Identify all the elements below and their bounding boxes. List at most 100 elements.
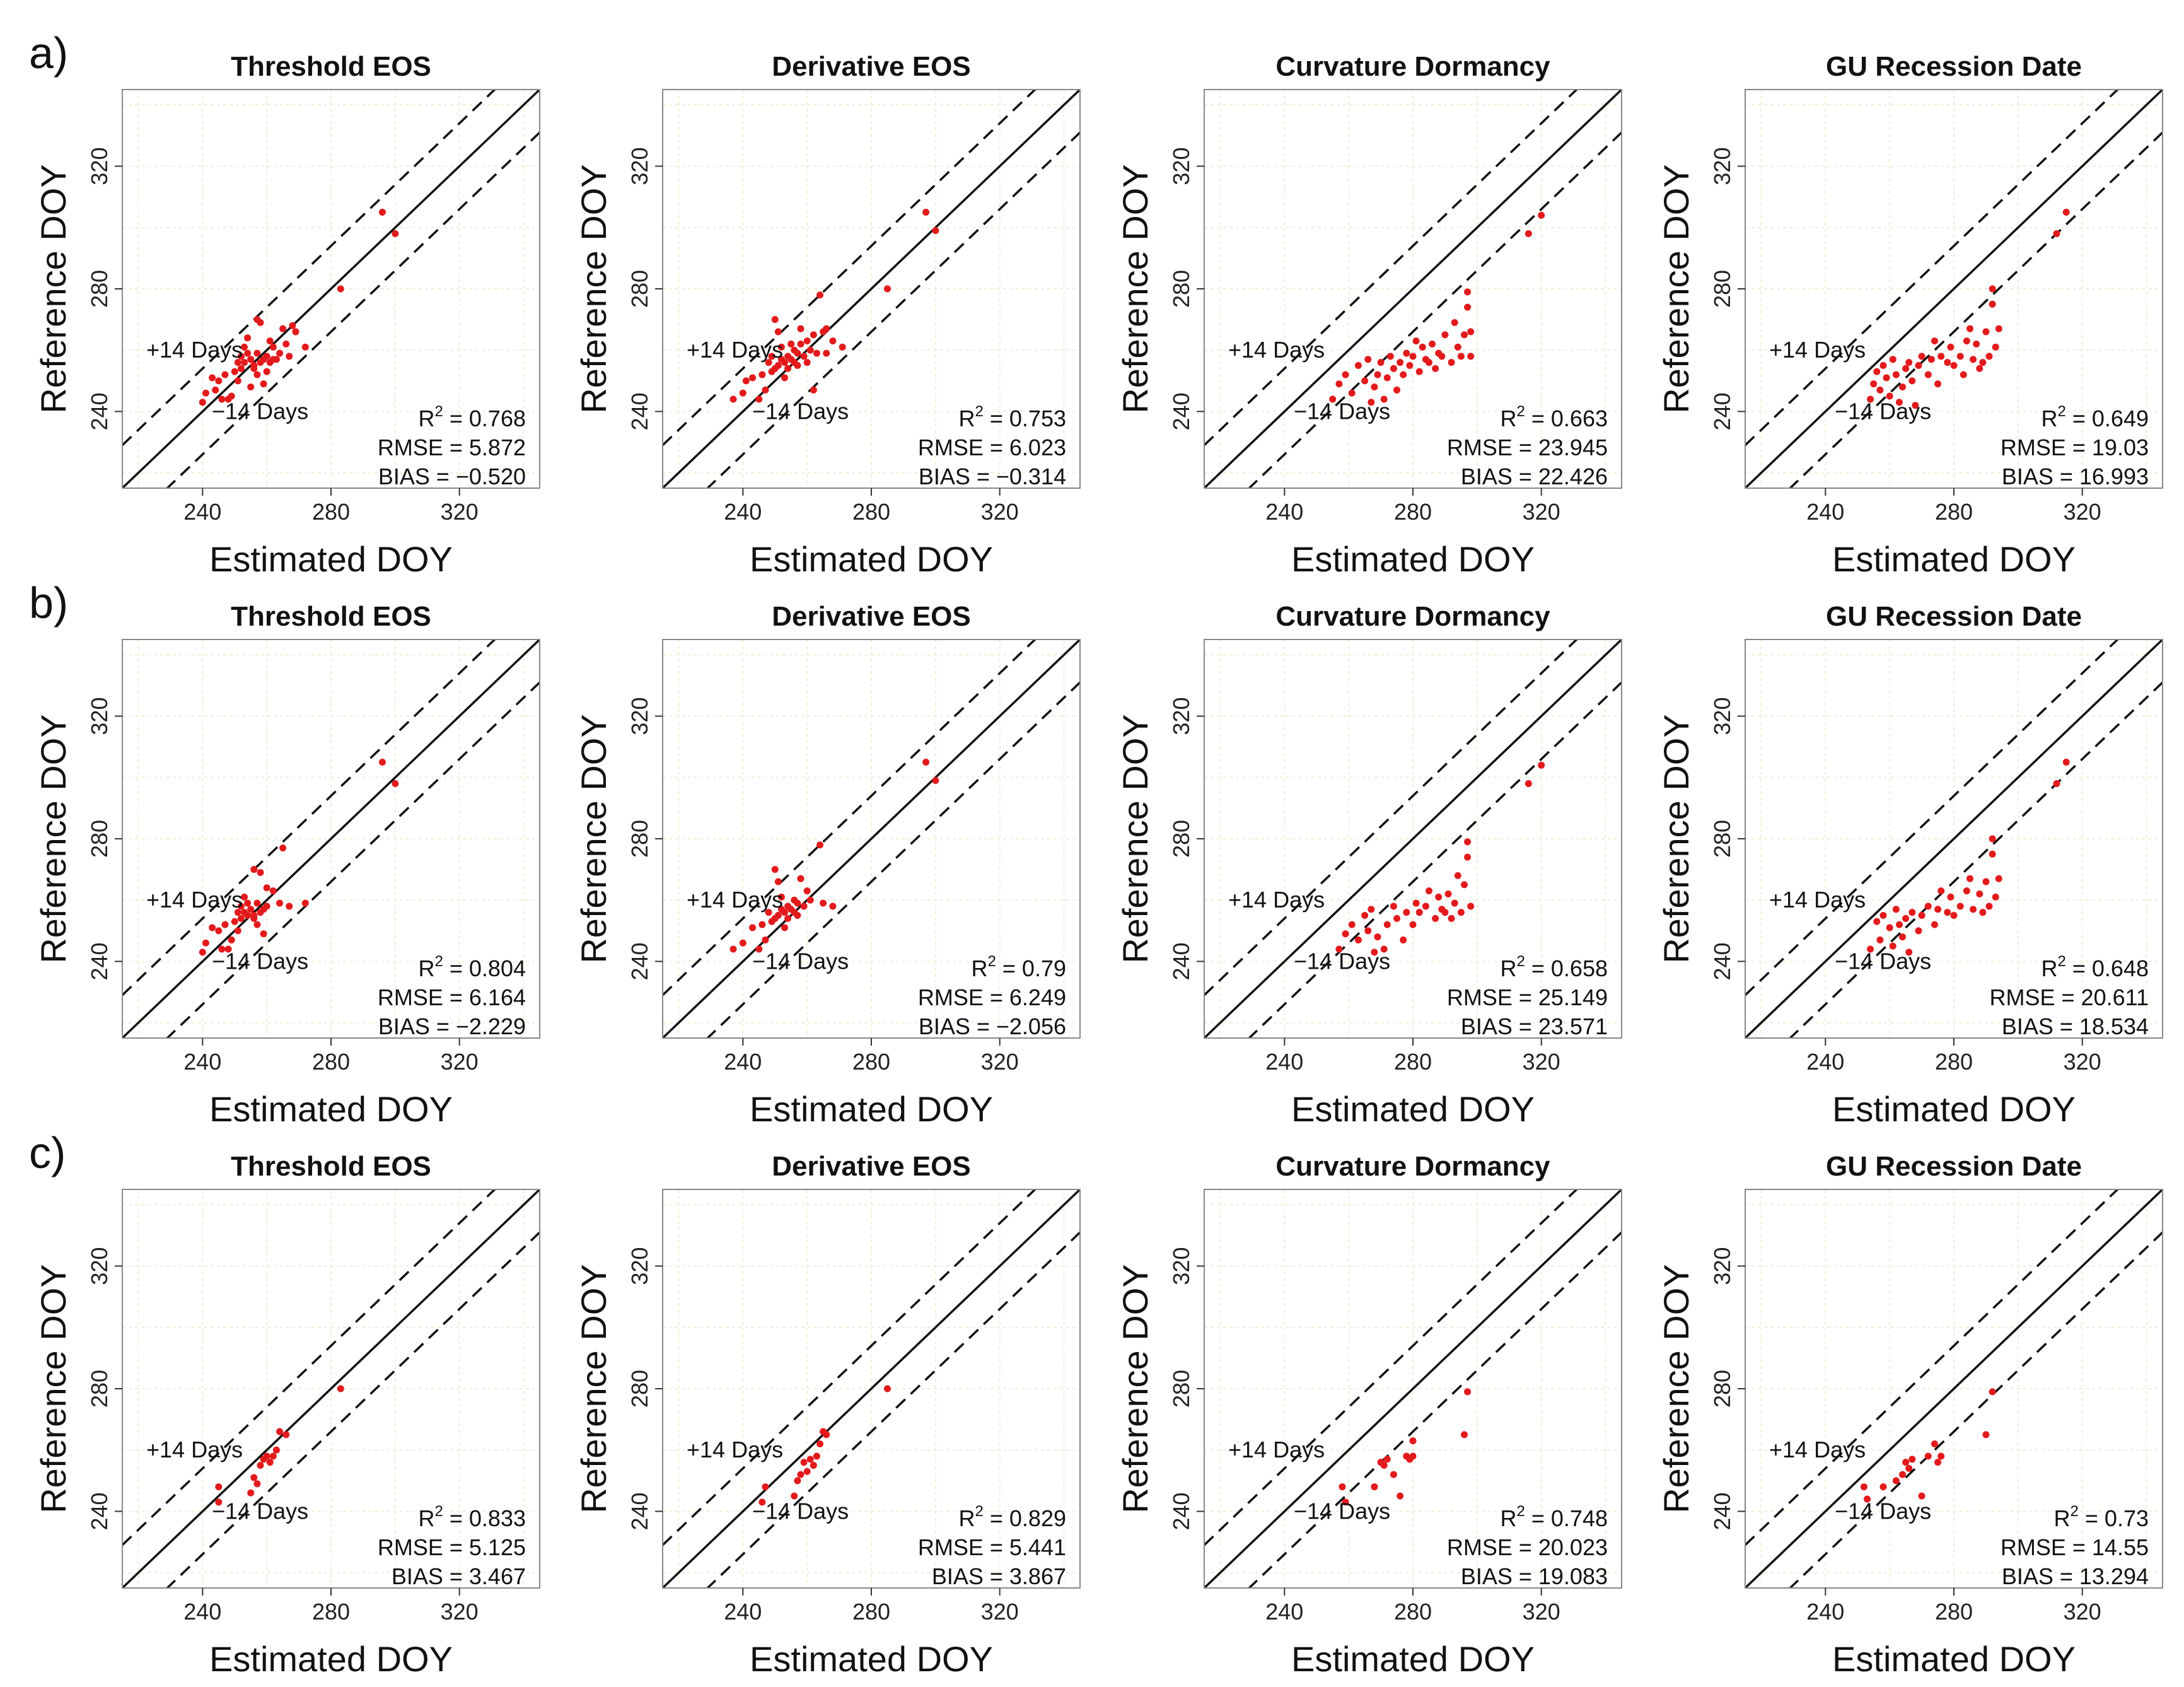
data-point	[1992, 893, 1999, 901]
data-point	[1429, 341, 1436, 348]
data-point	[1937, 887, 1945, 895]
scatter-panel-a-threshold-eos: 240 280 320 240 280 320 Threshold EOS Estimated…	[33, 51, 540, 579]
data-point	[755, 945, 763, 953]
data-point	[263, 368, 270, 375]
data-point	[215, 1498, 223, 1506]
data-point	[234, 909, 241, 916]
data-point	[803, 1468, 811, 1475]
y-tick-label: 320	[86, 1247, 112, 1285]
data-point	[1989, 1388, 1996, 1396]
data-point	[774, 912, 782, 919]
data-point	[337, 1385, 344, 1392]
data-point	[794, 362, 801, 370]
r-squared-superscript: 2	[435, 953, 443, 970]
data-point	[803, 337, 811, 345]
panel-title: Threshold EOS	[231, 51, 431, 82]
data-point	[286, 902, 293, 910]
reference-lines	[122, 639, 540, 1038]
data-point	[839, 343, 846, 351]
r-squared-symbol: R	[1501, 1505, 1517, 1531]
data-point	[282, 1431, 290, 1439]
x-tick-label: 320	[981, 499, 1019, 525]
minus-14-days-line	[165, 131, 540, 488]
r-squared-symbol: R	[1501, 955, 1517, 981]
data-point	[244, 912, 252, 919]
data-point	[816, 1440, 824, 1448]
minus-14-days-label: −14 Days	[1835, 398, 1931, 424]
data-point	[253, 1480, 261, 1488]
x-tick-label: 240	[183, 499, 221, 525]
minus-14-days-line	[1788, 131, 2163, 488]
data-point	[1448, 359, 1455, 366]
data-point	[1985, 902, 1993, 910]
data-point	[781, 374, 789, 382]
data-point	[762, 936, 769, 943]
data-point	[1976, 890, 1984, 898]
x-axis-label: Estimated DOY	[1832, 1089, 2076, 1129]
data-point	[1380, 945, 1388, 953]
bias-stat: BIAS = 23.571	[1461, 1013, 1608, 1039]
reference-lines	[122, 1189, 540, 1588]
data-point	[1899, 933, 1907, 941]
row-label-b: b)	[29, 578, 68, 628]
data-point	[1451, 899, 1458, 907]
data-point	[1879, 912, 1887, 919]
data-point	[1348, 389, 1356, 397]
y-tick-label: 320	[1709, 147, 1735, 185]
data-point	[224, 945, 232, 953]
x-axis-label: Estimated DOY	[1832, 539, 2076, 579]
r-squared-value: = 0.649	[2066, 406, 2149, 431]
data-point	[1432, 914, 1439, 922]
bias-stat: BIAS = 19.083	[1461, 1563, 1608, 1589]
r-squared-superscript: 2	[975, 403, 984, 420]
data-point	[1982, 328, 1990, 336]
data-point	[806, 346, 814, 354]
r-squared-value: = 0.753	[984, 406, 1066, 431]
data-point	[1908, 909, 1916, 916]
minus-14-days-label: −14 Days	[212, 948, 308, 974]
rmse-stat: RMSE = 19.03	[2001, 435, 2149, 460]
data-point	[2062, 758, 2070, 766]
panel-title: Derivative EOS	[772, 601, 971, 632]
r-squared-value: = 0.79	[996, 955, 1066, 981]
data-point	[1383, 921, 1391, 928]
data-point	[774, 328, 782, 336]
r-squared-value: = 0.648	[2066, 955, 2149, 981]
data-point	[1454, 343, 1461, 351]
data-point	[1970, 356, 1977, 363]
r-squared-superscript: 2	[975, 1503, 984, 1520]
one-to-one-line	[122, 90, 540, 488]
data-point	[1457, 909, 1465, 916]
r-squared-symbol: R	[2042, 406, 2058, 431]
data-point	[1931, 921, 1938, 928]
data-point	[1432, 365, 1439, 372]
reference-lines	[1745, 90, 2163, 488]
data-point	[263, 1452, 270, 1460]
reference-lines	[1745, 1189, 2163, 1588]
x-axis-label: Estimated DOY	[1832, 1639, 2076, 1679]
data-point	[253, 899, 261, 907]
minus-14-days-line	[1247, 131, 1622, 488]
rmse-stat: RMSE = 5.125	[378, 1534, 526, 1560]
data-point	[237, 914, 245, 922]
y-tick-label: 280	[627, 1370, 653, 1408]
reference-lines	[122, 90, 540, 488]
data-point	[1889, 356, 1896, 363]
data-point	[1944, 909, 1951, 916]
bias-stat: BIAS = 22.426	[1461, 464, 1608, 489]
y-axis-label: Reference DOY	[1115, 1264, 1155, 1513]
data-point	[829, 337, 837, 345]
x-tick-label: 320	[1523, 499, 1560, 525]
bias-stat: BIAS = −0.520	[378, 464, 526, 489]
panel-title: Curvature Dormancy	[1275, 51, 1550, 82]
data-point	[1956, 902, 1964, 910]
data-point	[765, 359, 772, 366]
data-point	[774, 878, 782, 885]
data-point	[269, 343, 277, 351]
plus-14-days-line	[122, 90, 497, 447]
data-point	[263, 902, 270, 910]
reference-lines	[663, 90, 1080, 488]
data-point	[794, 349, 801, 357]
data-point	[1409, 1452, 1417, 1460]
